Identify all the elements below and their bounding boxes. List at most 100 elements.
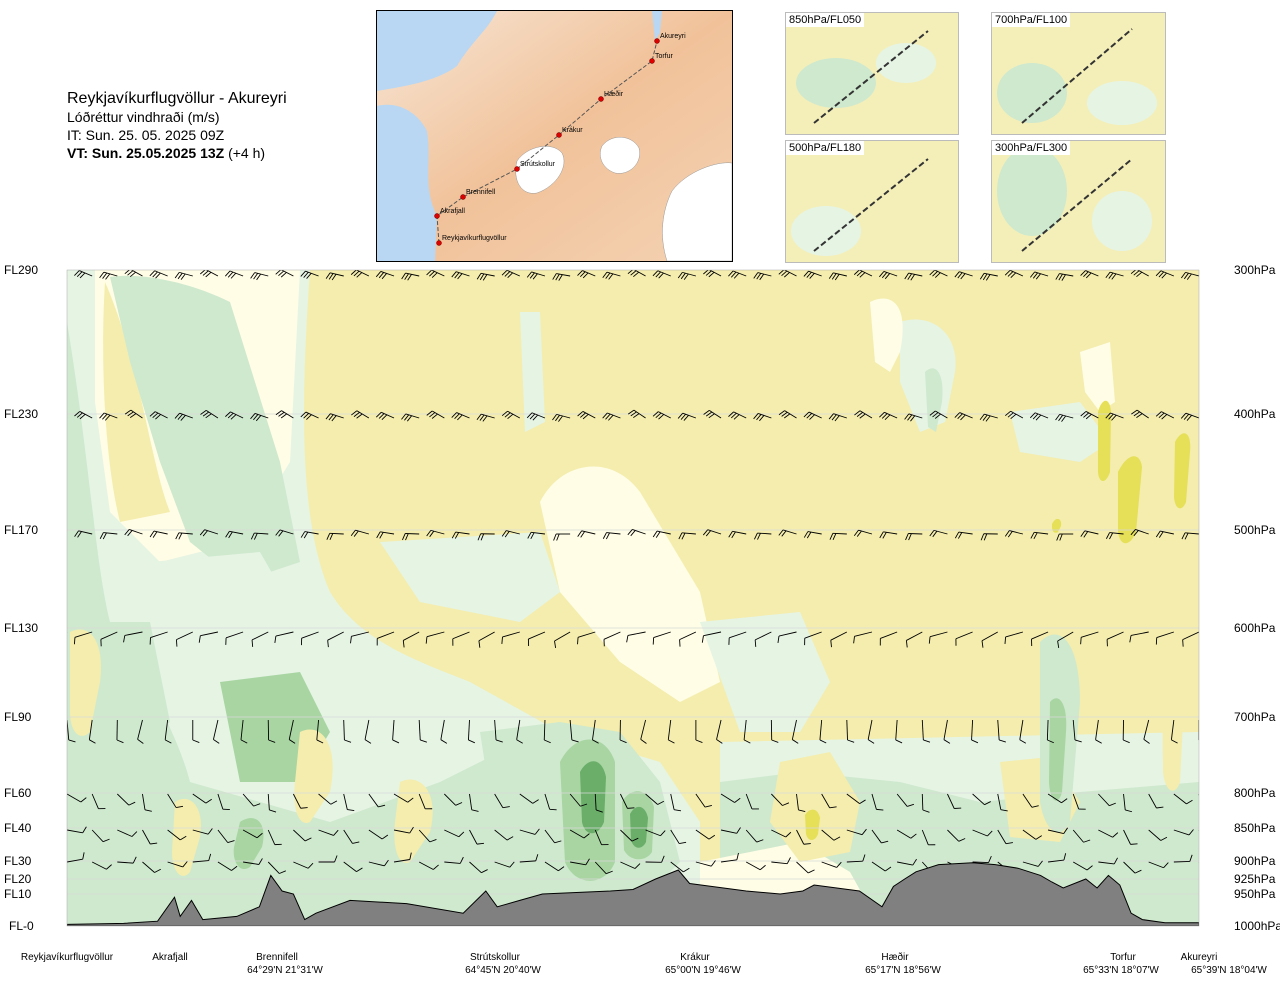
wind-barb-flag xyxy=(736,852,739,860)
wind-barb xyxy=(701,631,722,643)
wind-barb-shaft xyxy=(720,793,735,803)
wind-barb xyxy=(867,719,875,744)
wind-barb-flag xyxy=(509,861,515,868)
wind-barb-flag xyxy=(759,273,765,281)
wind-barb-shaft xyxy=(745,829,758,843)
wind-barb-flag xyxy=(426,410,433,416)
wind-barb-flag xyxy=(982,273,988,281)
wind-barb xyxy=(318,829,339,836)
wind-barb-flag xyxy=(275,410,282,416)
wind-barb xyxy=(770,719,779,743)
wind-barb-shaft xyxy=(645,829,661,837)
wind-barb xyxy=(274,631,294,644)
wind-barb-flag xyxy=(280,272,287,278)
fl-tick-label: FL90 xyxy=(4,710,32,724)
wind-barb-flag xyxy=(278,411,285,417)
wind-barb-flag xyxy=(482,274,488,281)
wind-barb-shaft xyxy=(1059,273,1074,277)
wind-barb-flag xyxy=(50,274,54,280)
wind-barb-flag xyxy=(454,532,460,539)
wind-barb-flag xyxy=(1111,414,1117,421)
wind-barb-flag xyxy=(174,412,180,419)
wind-barb-flag xyxy=(1032,413,1039,420)
wind-barb-flag xyxy=(1160,836,1168,841)
wind-barb-shaft xyxy=(667,719,672,740)
wind-barb-shaft xyxy=(645,793,658,805)
field-blob-sink xyxy=(1049,698,1067,801)
wind-barb xyxy=(494,829,514,841)
wind-barb-flag xyxy=(798,809,806,813)
wind-barb-flag xyxy=(862,854,866,862)
wind-barb xyxy=(1098,793,1116,807)
wind-barb xyxy=(921,719,931,743)
wind-barb-flag xyxy=(506,836,514,841)
wind-barb-flag xyxy=(630,411,637,417)
wind-barb-flag xyxy=(908,533,912,541)
wind-barb-flag xyxy=(782,802,790,806)
wind-barb xyxy=(501,530,520,538)
wind-barb-flag xyxy=(144,809,152,812)
wind-barb xyxy=(526,412,546,421)
wind-barb-flag xyxy=(847,739,855,743)
wind-barb-shaft xyxy=(179,271,193,277)
wind-barb xyxy=(1022,793,1039,808)
wind-barb xyxy=(1056,533,1074,541)
wind-barb xyxy=(376,631,395,646)
wind-barb-flag xyxy=(861,828,867,835)
wind-barb xyxy=(602,412,621,421)
wind-barb-flag xyxy=(1056,533,1060,541)
wind-barb-flag xyxy=(705,270,712,276)
wind-barb-shaft xyxy=(935,410,948,419)
wind-barb-shaft xyxy=(431,410,445,419)
wind-barb-flag xyxy=(268,739,276,743)
wind-barb-flag xyxy=(451,412,457,418)
wind-barb-shaft xyxy=(947,829,960,842)
wind-barb xyxy=(217,793,230,811)
field-blob-weak-rise xyxy=(103,282,170,522)
field-blob-rise xyxy=(1118,456,1142,544)
wind-barb xyxy=(929,529,948,538)
wind-barb-flag xyxy=(809,273,815,279)
wind-barb-shaft xyxy=(452,631,470,640)
wind-barb xyxy=(142,829,158,845)
wind-barb xyxy=(846,828,867,836)
wind-barb-shaft xyxy=(1009,530,1024,535)
wind-barb-flag xyxy=(353,412,360,418)
wind-barb-flag xyxy=(256,832,263,839)
wind-barb-shaft xyxy=(1170,719,1175,740)
wind-barb-flag xyxy=(202,270,209,276)
wind-barb xyxy=(451,271,470,280)
wind-barb-flag xyxy=(1212,867,1218,871)
glacier-langjokull xyxy=(515,146,565,194)
wind-barb-shaft xyxy=(305,270,319,277)
wind-barb-flag xyxy=(833,836,841,841)
wind-barb-shaft xyxy=(783,270,797,277)
wind-barb-shaft xyxy=(167,829,181,841)
wind-barb-flag xyxy=(1171,739,1178,744)
wind-barb-shaft xyxy=(594,829,602,845)
wind-barb-flag xyxy=(1188,829,1194,836)
wind-barb xyxy=(778,270,797,278)
wind-barb-shaft xyxy=(653,631,671,638)
wind-barb xyxy=(325,272,344,281)
wind-barb xyxy=(293,861,314,869)
wind-barb xyxy=(167,829,187,841)
wind-barb-flag xyxy=(106,864,112,870)
wind-barb-flag xyxy=(786,857,791,864)
wind-barb-shaft xyxy=(716,719,722,740)
wind-barb xyxy=(879,271,898,280)
wind-barb xyxy=(167,793,184,809)
wind-barb-flag xyxy=(681,532,686,540)
wind-barb-shaft xyxy=(791,719,797,740)
wind-barb xyxy=(477,533,495,541)
pressure-tick-label: 900hPa xyxy=(1234,854,1276,868)
wind-barb-shaft xyxy=(124,631,143,636)
wind-barb-shaft xyxy=(74,631,93,638)
wind-barb-flag xyxy=(678,532,683,540)
wind-barb-flag xyxy=(99,412,105,419)
wind-barb-shaft xyxy=(556,273,571,277)
wind-barb xyxy=(771,829,792,838)
wind-barb-flag xyxy=(954,412,961,418)
wind-barb xyxy=(620,829,639,842)
wind-barb-flag xyxy=(1106,532,1111,539)
